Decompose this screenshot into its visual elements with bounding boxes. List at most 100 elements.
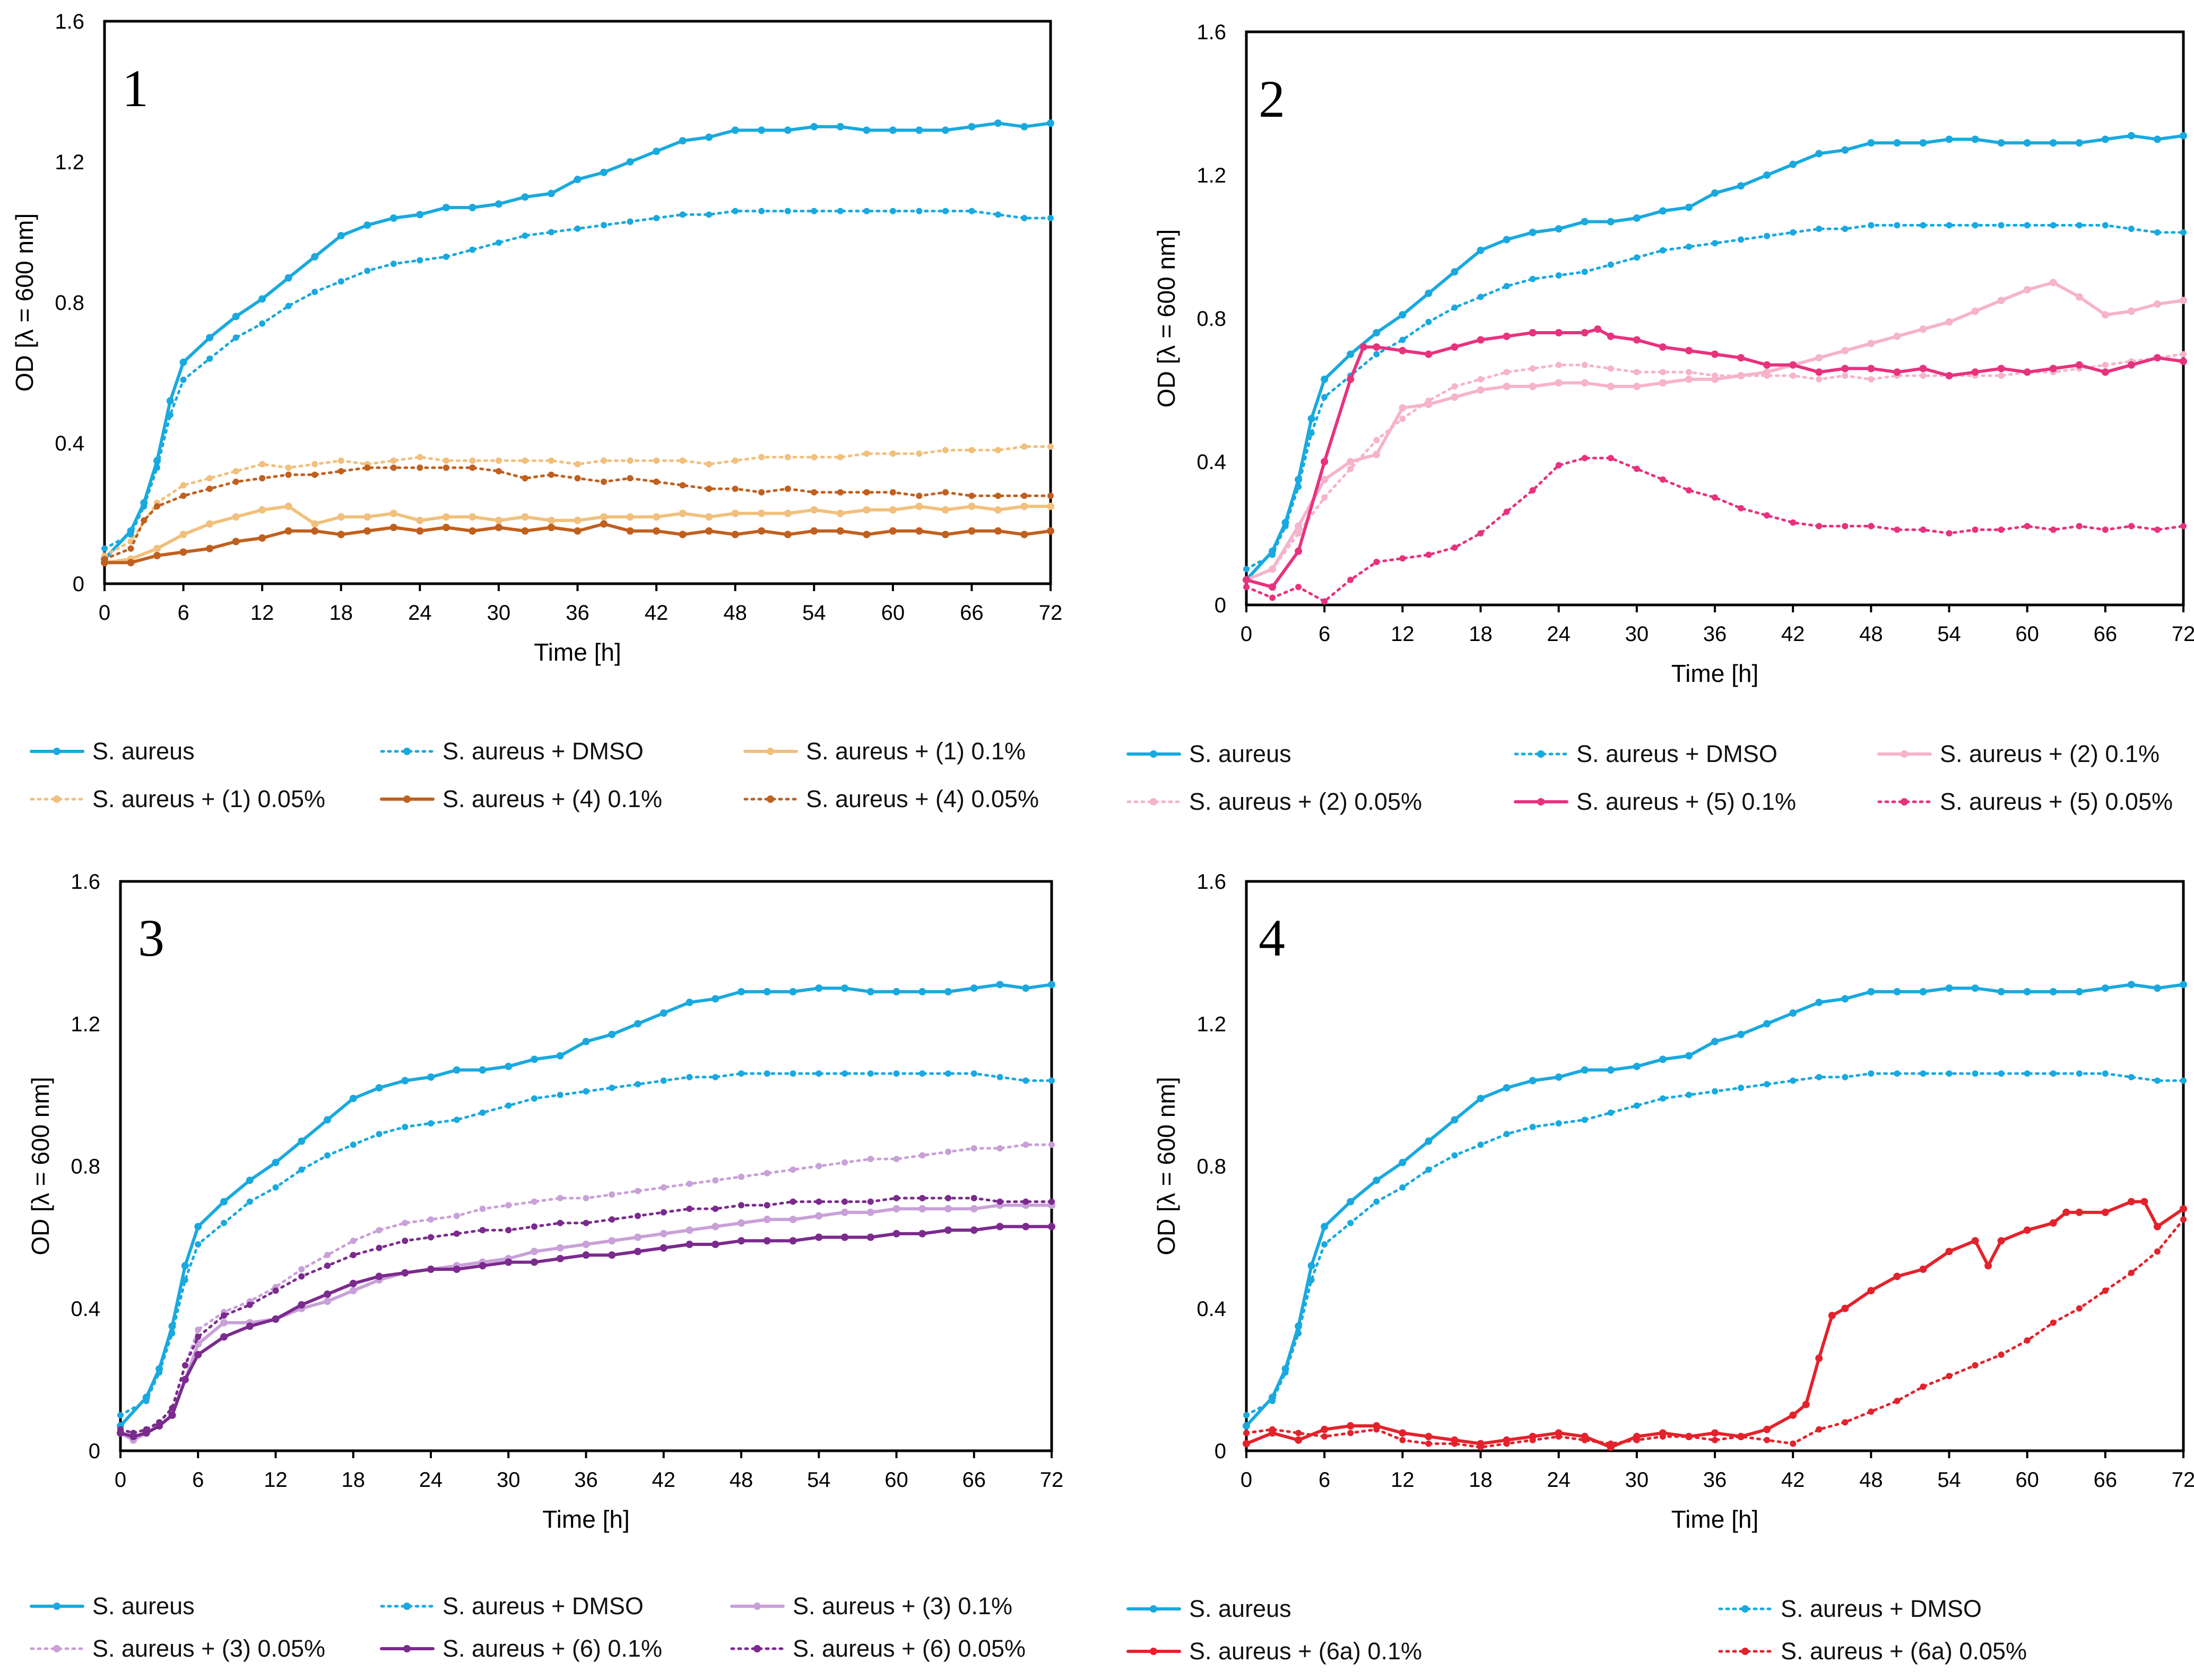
data-point bbox=[1399, 1158, 1407, 1166]
x-tick-label: 12 bbox=[250, 601, 274, 625]
data-point bbox=[221, 1219, 227, 1226]
data-point bbox=[686, 1205, 693, 1212]
data-point bbox=[1802, 1400, 1810, 1408]
data-point bbox=[574, 225, 581, 232]
data-point bbox=[311, 520, 319, 528]
data-point bbox=[1893, 1272, 1901, 1280]
legend-swatch bbox=[743, 795, 798, 803]
data-point bbox=[1425, 1440, 1432, 1447]
data-point bbox=[1555, 329, 1563, 336]
data-point bbox=[836, 527, 844, 535]
data-point bbox=[731, 126, 739, 134]
data-point bbox=[945, 1148, 951, 1155]
legend-label: S. aureus bbox=[92, 1592, 195, 1620]
data-point bbox=[732, 457, 739, 464]
data-point bbox=[738, 1219, 745, 1227]
data-point bbox=[1945, 135, 1953, 143]
data-point bbox=[627, 218, 634, 225]
data-point bbox=[1919, 365, 1927, 373]
data-point bbox=[574, 527, 582, 535]
data-point bbox=[220, 1198, 228, 1206]
data-point bbox=[350, 1237, 357, 1244]
data-point bbox=[738, 988, 745, 995]
data-point bbox=[168, 1411, 176, 1419]
data-point bbox=[2153, 300, 2161, 308]
x-tick-label: 48 bbox=[723, 601, 747, 625]
data-point bbox=[686, 1226, 693, 1234]
data-point bbox=[442, 513, 450, 521]
data-point bbox=[2154, 229, 2161, 236]
series-line-2 bbox=[1245, 1200, 2185, 1449]
data-point bbox=[1763, 171, 1771, 179]
data-point bbox=[1295, 1436, 1303, 1444]
data-point bbox=[889, 489, 896, 496]
data-point bbox=[375, 1084, 383, 1092]
data-point bbox=[1529, 487, 1536, 493]
data-point bbox=[1945, 372, 1953, 379]
data-point bbox=[2102, 361, 2109, 368]
data-point bbox=[232, 513, 240, 521]
legend-swatch-marker bbox=[753, 1603, 761, 1610]
data-point bbox=[941, 506, 949, 514]
data-point bbox=[1529, 229, 1537, 236]
series-line-2 bbox=[119, 1203, 1053, 1442]
data-point bbox=[1451, 393, 1459, 401]
data-point bbox=[1269, 594, 1276, 601]
data-point bbox=[2128, 1269, 2135, 1276]
panel-number-label: 4 bbox=[1259, 908, 1285, 967]
data-point bbox=[1841, 995, 1849, 1003]
data-point bbox=[2101, 1208, 2109, 1216]
legend-swatch-marker bbox=[1150, 1648, 1157, 1655]
data-point bbox=[1633, 214, 1641, 222]
data-point bbox=[1451, 343, 1459, 351]
data-point bbox=[867, 1070, 874, 1077]
data-point bbox=[1295, 1330, 1302, 1337]
data-point bbox=[1451, 544, 1458, 551]
x-tick-label: 18 bbox=[329, 601, 353, 625]
y-tick-label: 0.4 bbox=[1196, 1297, 1226, 1321]
x-tick-label: 72 bbox=[1039, 601, 1063, 625]
data-point bbox=[2127, 1198, 2135, 1206]
data-point bbox=[521, 193, 529, 201]
data-point bbox=[1321, 475, 1329, 483]
data-point bbox=[427, 1073, 435, 1081]
x-tick-label: 24 bbox=[408, 601, 432, 625]
data-point bbox=[181, 1362, 188, 1369]
data-point bbox=[916, 450, 923, 457]
data-point bbox=[259, 475, 266, 482]
data-point bbox=[1477, 293, 1484, 300]
data-point bbox=[916, 492, 923, 499]
data-point bbox=[1659, 476, 1666, 483]
data-point bbox=[1048, 1141, 1055, 1148]
data-point bbox=[298, 1301, 306, 1309]
data-point bbox=[626, 158, 634, 166]
data-point bbox=[376, 1244, 383, 1251]
data-point bbox=[453, 1213, 460, 1219]
legend-swatch bbox=[1877, 750, 1932, 758]
data-point bbox=[609, 1084, 615, 1091]
data-point bbox=[350, 1141, 357, 1148]
data-point bbox=[1659, 207, 1667, 215]
data-point bbox=[1243, 566, 1250, 573]
data-point bbox=[706, 461, 713, 467]
data-point bbox=[1581, 361, 1588, 368]
legend-label: S. aureus + (3) 0.1% bbox=[793, 1592, 1012, 1620]
data-point bbox=[179, 531, 187, 539]
data-point bbox=[1022, 1223, 1030, 1231]
data-point bbox=[810, 123, 818, 131]
data-point bbox=[918, 1205, 926, 1213]
data-point bbox=[443, 457, 449, 464]
data-point bbox=[557, 1194, 563, 1201]
data-point bbox=[1321, 494, 1328, 501]
data-point bbox=[495, 516, 502, 524]
legend-label: S. aureus + (2) 0.1% bbox=[1940, 740, 2160, 767]
data-point bbox=[1047, 215, 1054, 221]
x-axis-title: Time [h] bbox=[1671, 1505, 1758, 1533]
data-point bbox=[1243, 1422, 1250, 1430]
data-point bbox=[1945, 984, 1953, 992]
data-point bbox=[416, 527, 424, 535]
data-point bbox=[574, 475, 581, 482]
data-point bbox=[1529, 1436, 1536, 1443]
data-point bbox=[522, 232, 528, 239]
series-line-0 bbox=[119, 983, 1053, 1428]
